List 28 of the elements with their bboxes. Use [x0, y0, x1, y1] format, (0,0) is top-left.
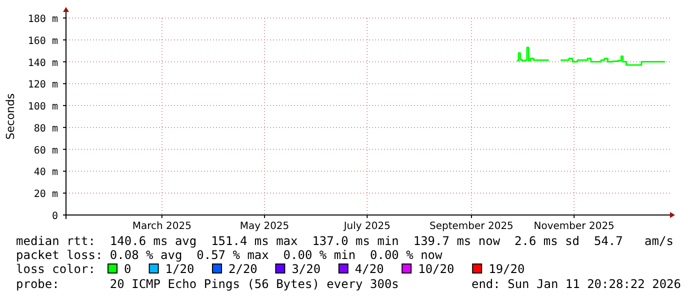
y-tick-label: 60 m [34, 145, 58, 156]
x-tick-label: July 2025 [342, 221, 390, 232]
legend-label: 10/20 [418, 262, 454, 276]
x-tick-label: September 2025 [430, 221, 514, 232]
legend-label: 4/20 [354, 262, 384, 276]
y-tick-label: 160 m [28, 36, 58, 47]
text: end: Sun Jan 11 20:28:22 2026 [471, 277, 681, 291]
y-tick-label: 180 m [28, 14, 58, 25]
text: median rtt: 140.6 ms avg 151.4 ms max 137.0 ms min 139.7 ms now 2.6 ms sd 54.7 am/s [16, 234, 674, 248]
legend-title: loss color: [16, 262, 96, 276]
legend-label: 2/20 [228, 262, 258, 276]
legend-label: 0 [124, 262, 132, 276]
y-tick-label: 40 m [34, 167, 58, 178]
y-tick-label: 80 m [34, 123, 58, 134]
legend-label: 3/20 [292, 262, 321, 276]
x-tick-label: May 2025 [240, 221, 290, 232]
text: packet loss: 0.08 % avg 0.57 % max 0.00 % min 0.00 % now [16, 248, 444, 262]
y-tick-label: 100 m [28, 102, 58, 113]
y-axis-title: Seconds [4, 93, 17, 140]
y-tick-label: 140 m [28, 58, 58, 69]
x-tick-label: November 2025 [534, 221, 614, 232]
text: probe: 20 ICMP Echo Pings (56 Bytes) every 300s [16, 277, 399, 291]
legend-label: 19/20 [488, 262, 525, 276]
y-tick-label: 120 m [28, 80, 58, 91]
x-tick-label: March 2025 [132, 221, 192, 232]
y-tick-label: 0 [52, 211, 58, 222]
y-tick-label: 20 m [34, 189, 58, 200]
legend-label: 1/20 [165, 262, 194, 276]
